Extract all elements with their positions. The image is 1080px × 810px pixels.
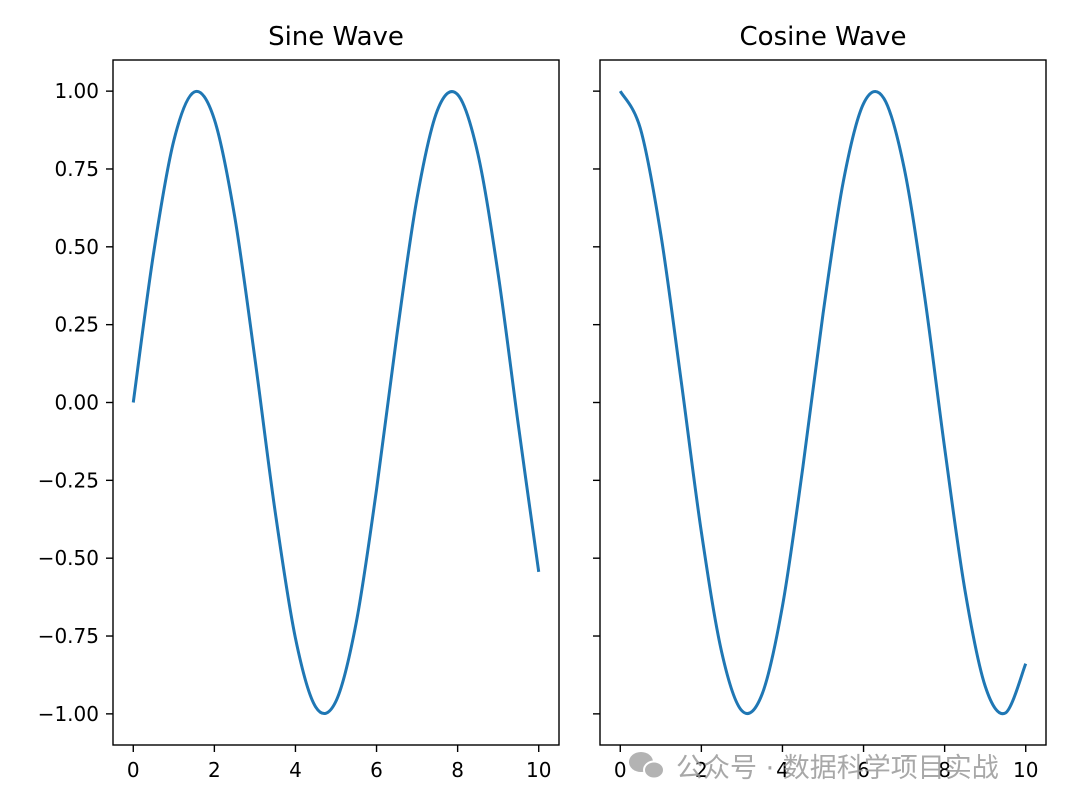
watermark-text: 公众号 · 数据科学项目实战 [676,753,999,784]
sine-y-tick-label: −0.75 [38,624,99,648]
sine-series-line [131,89,541,715]
sine-y-tick-label: −0.25 [38,468,99,492]
sine-y-tick-label: −1.00 [38,702,99,726]
sine-wave-panel: Sine Wave 0 2 4 6 8 10 1.00 0.75 0.50 0.25 0.00 −0.… [38,22,560,782]
cosine-series-line [618,90,1028,716]
sine-x-tick-label: 0 [127,758,140,782]
cosine-x-tick-label: 2 [695,758,708,782]
watermark: 公众号 · 数据科学项目实战 [629,752,999,784]
sine-y-tick-label: 0.00 [54,391,99,415]
sine-y-tick-label: 0.50 [54,235,99,259]
wechat-icon [629,752,665,780]
cosine-x-tick-label: 4 [776,758,789,782]
cosine-axis-ticks: 0 2 4 6 8 10 [593,90,1038,782]
sine-x-tick-label: 4 [289,758,302,782]
cosine-wave-panel: Cosine Wave 0 2 4 6 8 10 [593,22,1047,782]
sine-x-tick-label: 10 [526,758,551,782]
sine-x-tick-label: 2 [208,758,221,782]
cosine-x-tick-label: 8 [938,758,951,782]
sine-axis-ticks: 0 2 4 6 8 10 1.00 0.75 0.50 0.25 0.00 −0.25 −0.50 −0.… [38,79,552,782]
cosine-x-tick-label: 0 [614,758,627,782]
cosine-x-tick-label: 10 [1013,758,1038,782]
sine-y-tick-label: −0.50 [38,546,99,570]
sine-wave-title: Sine Wave [268,22,404,52]
sine-y-tick-label: 0.75 [54,157,99,181]
sine-y-tick-label: 0.25 [54,313,99,337]
cosine-x-tick-label: 6 [857,758,870,782]
cosine-wave-title: Cosine Wave [740,22,907,52]
sine-y-tick-label: 1.00 [54,79,99,103]
sine-x-tick-label: 8 [451,758,464,782]
sine-x-tick-label: 6 [370,758,383,782]
